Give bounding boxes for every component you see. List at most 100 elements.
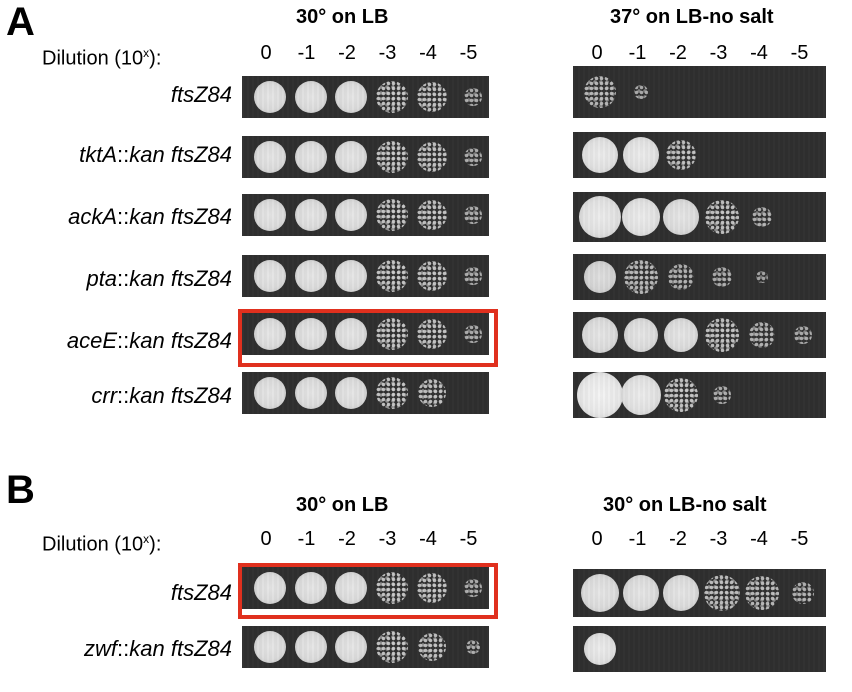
colony-spot [582,137,618,173]
colony-spot [335,572,367,604]
colony-spot [294,260,327,292]
dilution-tick: 0 [260,528,272,550]
colony-spot [294,199,327,231]
dilution-tick: 0 [260,42,272,64]
colony-spot [584,261,616,293]
agar-plate-strip [573,132,826,178]
agar-plate-strip [242,313,489,355]
colony-spot [581,574,619,612]
strain-separator: :: [117,142,130,167]
colony-spot [294,631,327,663]
dilution-tick: -1 [297,528,316,550]
colony-spot [417,82,447,112]
colony-spot [704,200,739,234]
colony-spot [375,318,408,350]
agar-plate-strip [242,194,489,236]
agar-plate-strip [573,569,826,617]
colony-spot [704,318,739,352]
strain-background: ftsZ84 [170,82,232,107]
panel-b-left-condition: 30° on LB [296,494,389,516]
agar-plate-strip [242,567,489,609]
agar-plate-strip [242,76,489,118]
strain-label: pta::kan ftsZ84 [2,266,232,292]
colony-spot [663,199,699,235]
colony-spot [793,326,812,344]
colony-spot [417,573,447,603]
colony-spot [663,575,699,611]
dilution-tick: -5 [459,42,478,64]
colony-spot [335,81,367,113]
strain-background: kan ftsZ84 [129,142,232,167]
strain-gene: ackA [68,204,118,229]
colony-spot [254,631,286,663]
colony-spot [463,267,482,285]
colony-spot [418,379,446,407]
colony-spot [712,386,731,404]
strain-label: aceE::kan ftsZ84 [2,328,232,354]
colony-spot [579,196,621,238]
colony-spot [375,572,408,604]
colony-spot [335,260,367,292]
dilution-tick: -5 [790,42,809,64]
strain-label: ftsZ84 [2,82,232,108]
agar-plate-strip [242,626,489,668]
colony-spot [463,148,482,166]
strain-separator: :: [117,328,130,353]
dilution-tick: -1 [628,42,647,64]
colony-spot [375,81,408,113]
colony-spot [335,318,367,350]
colony-spot [254,141,286,173]
colony-spot [463,325,482,343]
strain-label: crr::kan ftsZ84 [2,383,232,409]
dilution-tick: -3 [709,42,728,64]
colony-spot [335,377,367,409]
agar-plate-strip [242,372,489,414]
dilution-tick: -2 [338,528,356,550]
colony-spot [294,81,327,113]
colony-spot [375,631,408,663]
colony-spot [463,579,482,597]
colony-spot [582,317,618,353]
dilution-tick: -4 [750,528,768,550]
colony-spot [335,199,367,231]
panel-b-right-condition: 30° on LB-no salt [603,494,767,516]
dilution-tick: -1 [628,528,647,550]
colony-spot [254,377,286,409]
colony-spot [335,631,367,663]
colony-spot [417,261,447,291]
colony-spot [417,142,447,172]
dilution-tick: 0 [591,42,603,64]
dilution-tick: -3 [378,528,397,550]
colony-spot [756,271,768,283]
dilution-tick: -2 [669,42,687,64]
colony-spot [254,199,286,231]
colony-spot [417,200,447,230]
colony-spot [633,85,648,99]
colony-spot [666,140,696,170]
colony-spot [745,576,779,610]
dilution-tick: -5 [790,528,809,550]
highlight-box [238,309,498,367]
colony-spot [711,267,732,287]
dilution-tick: -4 [750,42,768,64]
colony-spot [254,572,286,604]
colony-spot [254,318,286,350]
agar-plate-strip [573,66,826,118]
colony-spot [254,260,286,292]
strain-gene: tktA [79,142,118,167]
panel-a-dilution-label: Dilution (10x): [42,46,162,70]
colony-spot [375,141,408,173]
strain-background: kan ftsZ84 [129,204,232,229]
colony-spot [668,264,694,290]
dilution-tick: -3 [709,528,728,550]
dilution-tick: 0 [591,528,603,550]
colony-spot [749,322,775,348]
colony-spot [621,198,660,236]
strain-separator: :: [117,383,130,408]
agar-plate-strip [573,372,826,418]
dilution-tick: -2 [338,42,356,64]
strain-label: zwf::kan ftsZ84 [2,636,232,662]
agar-plate-strip [242,136,489,178]
panel-a-letter: A [6,0,35,44]
colony-spot [335,141,367,173]
